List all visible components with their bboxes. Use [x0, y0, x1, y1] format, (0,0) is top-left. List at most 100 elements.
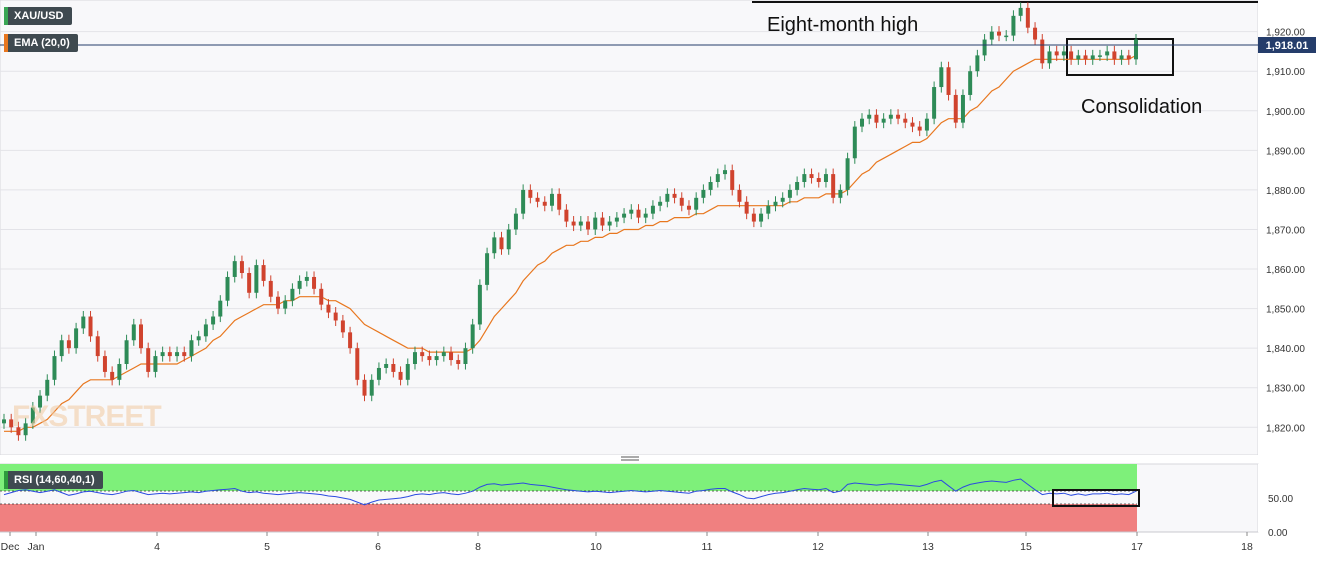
candle-body — [319, 288, 324, 305]
rsi-overbought-zone — [0, 464, 1137, 491]
candle-body — [2, 419, 6, 424]
candle-body — [1126, 55, 1131, 60]
rsi-line — [3, 478, 1137, 506]
candle-body — [470, 324, 475, 349]
candle-body — [232, 261, 237, 277]
candle-body — [953, 94, 958, 123]
candle-body — [211, 316, 216, 325]
x-tick-label: 13 — [922, 541, 934, 553]
last-price-badge — [1258, 37, 1316, 53]
candle-body — [441, 352, 446, 357]
candle-body — [658, 201, 663, 206]
price-tick-label: 1,830.00 — [1266, 384, 1305, 395]
candle-body — [398, 371, 403, 380]
price-tick-label: 1,870.00 — [1266, 225, 1305, 236]
candle-body — [182, 352, 187, 357]
candle-body — [751, 213, 756, 222]
candle-body — [867, 114, 872, 119]
candle-body — [1097, 55, 1102, 57]
price-tick-label: 1,890.00 — [1266, 146, 1305, 157]
candle-body — [225, 276, 230, 301]
price-axis — [1258, 0, 1331, 455]
panel-splitter[interactable] — [0, 455, 1331, 464]
price-tick-label: 1,880.00 — [1266, 186, 1305, 197]
x-tick-label: 5 — [264, 541, 270, 553]
symbol-color-swatch — [4, 7, 8, 25]
candle-body — [694, 197, 699, 210]
candle-body — [189, 340, 194, 357]
candle-body — [268, 280, 273, 297]
candle-body — [622, 213, 627, 218]
candle-body — [348, 332, 353, 349]
candle-body — [485, 253, 490, 285]
candle-body — [74, 328, 79, 349]
candle-body — [117, 364, 122, 380]
ema-label: EMA (20,0) — [14, 37, 70, 49]
candle-body — [744, 201, 749, 214]
candle-body — [110, 371, 115, 380]
candle-body — [376, 367, 381, 380]
price-panel — [0, 0, 1259, 456]
x-tick-label: 12 — [812, 541, 824, 553]
candle-body — [1061, 51, 1066, 56]
candle-body — [297, 280, 302, 289]
candle-body — [528, 189, 533, 198]
price-tick-label: 1,860.00 — [1266, 265, 1305, 276]
candle-body — [701, 189, 706, 198]
rsi-tick-label: 0.00 — [1268, 528, 1288, 539]
candle-body — [52, 356, 57, 380]
candle-body — [283, 300, 288, 309]
price-tick-label: 1,900.00 — [1266, 107, 1305, 118]
candle-body — [881, 118, 886, 123]
candle-body — [456, 360, 461, 364]
candle-body — [312, 276, 317, 289]
candle-body — [845, 158, 850, 190]
candle-body — [1112, 51, 1117, 60]
price-tick-label: 1,820.00 — [1266, 423, 1305, 434]
symbol-label: XAU/USD — [14, 10, 64, 22]
fxstreet-logo: FXSTREET — [12, 400, 162, 433]
candle-body — [275, 296, 280, 309]
candle-body — [175, 352, 180, 357]
candle-body — [535, 197, 540, 202]
candle-body — [102, 356, 107, 372]
candle-body — [946, 67, 951, 95]
candle-body — [896, 114, 901, 119]
candle-body — [708, 182, 713, 190]
candle-body — [643, 213, 648, 218]
candle-body — [1040, 39, 1045, 64]
rsi-badge[interactable]: RSI (14,60,40,1) — [4, 471, 103, 489]
rsi-oversold-zone — [0, 504, 1137, 532]
consolidation-box — [1066, 38, 1174, 76]
candle-body — [802, 174, 807, 182]
candle-body — [146, 348, 151, 372]
candle-body — [838, 189, 843, 198]
x-tick-label: 15 — [1020, 541, 1032, 553]
candle-body — [405, 364, 410, 380]
candle-body — [95, 336, 100, 357]
price-tick-label: 1,910.00 — [1266, 67, 1305, 78]
candle-body — [521, 189, 526, 214]
candle-body — [795, 182, 800, 190]
candle-body — [809, 174, 814, 179]
candle-body — [679, 197, 684, 206]
candle-body — [932, 87, 937, 119]
candle-body — [9, 419, 14, 428]
x-tick-label: 10 — [590, 541, 602, 553]
candle-body — [203, 324, 208, 337]
candle-body — [420, 352, 425, 357]
candle-body — [384, 364, 389, 368]
x-tick-label: 18 — [1241, 541, 1253, 553]
candle-body — [982, 39, 987, 56]
candle-body — [304, 276, 309, 281]
symbol-badge[interactable]: XAU/USD — [4, 7, 72, 25]
candle-body — [650, 205, 655, 214]
x-tick-label: 4 — [154, 541, 160, 553]
candle-body — [686, 205, 691, 210]
ema-badge[interactable]: EMA (20,0) — [4, 34, 78, 52]
price-tick-label: 1,850.00 — [1266, 305, 1305, 316]
candle-body — [131, 324, 136, 341]
candle-body — [852, 126, 857, 159]
